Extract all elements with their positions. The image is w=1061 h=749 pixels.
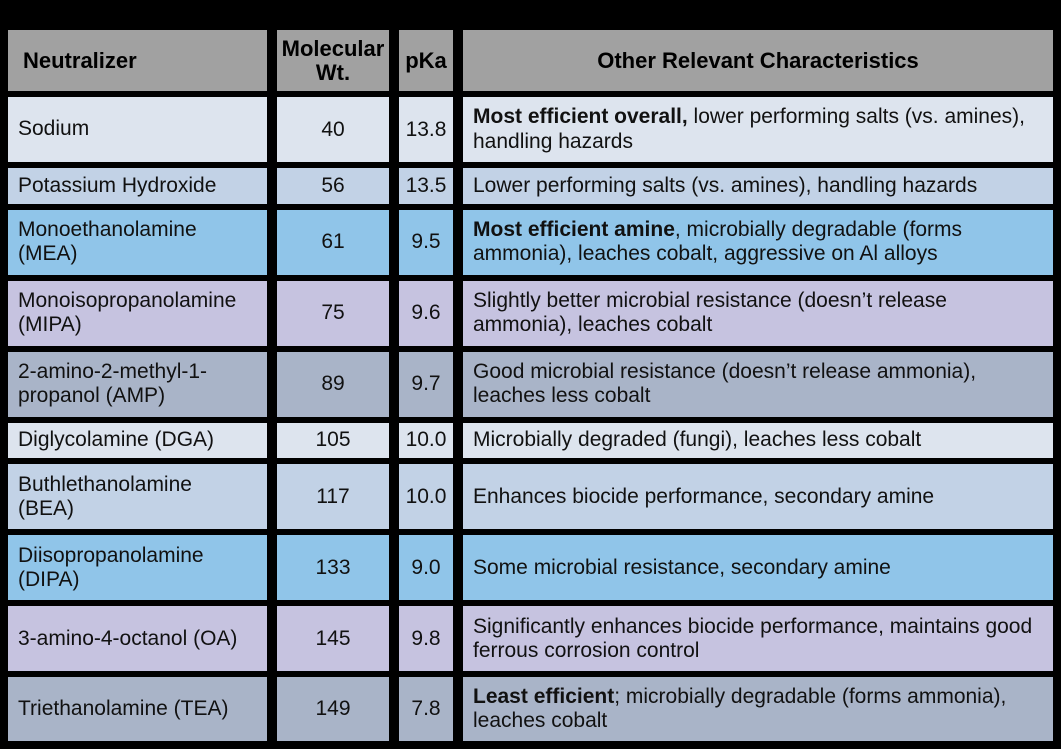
table-row: Monoisopropanolamine (MIPA) 75 9.6 Sligh… [8, 280, 1053, 352]
molecular-wt-cell: 117 [277, 464, 399, 536]
table-body: Sodium 40 13.8 Most efficient overall, l… [8, 97, 1053, 741]
molecular-wt-cell: 56 [277, 168, 399, 210]
table-row: Buthlethanolamine (BEA) 117 10.0 Enhance… [8, 464, 1053, 536]
characteristics-text: Some microbial resistance, secondary ami… [473, 555, 891, 579]
header-characteristics: Other Relevant Characteristics [463, 30, 1053, 97]
table-row: 3-amino-4-octanol (OA) 145 9.8 Significa… [8, 606, 1053, 678]
pka-cell: 9.5 [399, 209, 463, 281]
neutralizer-cell: Sodium [8, 97, 277, 168]
characteristics-text: Significantly enhances biocide performan… [473, 614, 1033, 662]
pka-cell: 9.8 [399, 606, 463, 678]
molecular-wt-cell: 145 [277, 606, 399, 678]
neutralizer-cell: Triethanolamine (TEA) [8, 677, 277, 741]
characteristics-text: Slightly better microbial resistance (do… [473, 288, 947, 337]
header-neutralizer: Neutralizer [8, 30, 277, 97]
molecular-wt-cell: 133 [277, 535, 399, 607]
neutralizer-cell: 3-amino-4-octanol (OA) [8, 606, 277, 678]
header-row: Neutralizer Molecular Wt. pKa Other Rele… [8, 30, 1053, 97]
pka-cell: 9.7 [399, 351, 463, 423]
characteristics-cell: Slightly better microbial resistance (do… [463, 280, 1053, 352]
neutralizer-cell: Potassium Hydroxide [8, 168, 277, 210]
molecular-wt-cell: 89 [277, 351, 399, 423]
pka-cell: 7.8 [399, 677, 463, 741]
pka-cell: 13.8 [399, 97, 463, 168]
pka-cell: 10.0 [399, 422, 463, 465]
characteristics-cell: Enhances biocide performance, secondary … [463, 464, 1053, 536]
molecular-wt-cell: 149 [277, 677, 399, 741]
pka-cell: 9.0 [399, 535, 463, 607]
table-row: 2-amino-2-methyl-1-propanol (AMP) 89 9.7… [8, 351, 1053, 423]
neutralizer-cell: Buthlethanolamine (BEA) [8, 464, 277, 536]
characteristics-cell: Some microbial resistance, secondary ami… [463, 535, 1053, 607]
table-row: Sodium 40 13.8 Most efficient overall, l… [8, 97, 1053, 168]
characteristics-bold-text: Least efficient [473, 684, 615, 708]
header-molecular-wt: Molecular Wt. [277, 30, 399, 97]
characteristics-cell: Good microbial resistance (doesn’t relea… [463, 351, 1053, 423]
molecular-wt-cell: 75 [277, 280, 399, 352]
characteristics-text: Good microbial resistance (doesn’t relea… [473, 359, 977, 408]
characteristics-text: , microbially degradable (forms ammonia)… [473, 217, 962, 266]
characteristics-bold-text: Most efficient overall, [473, 105, 688, 129]
characteristics-cell: Lower performing salts (vs. amines), han… [463, 168, 1053, 210]
characteristics-text: Microbially degraded (fungi), leaches le… [473, 428, 922, 452]
characteristics-cell: Most efficient overall, lower performing… [463, 97, 1053, 168]
characteristics-text: ; microbially degradable (forms ammonia)… [473, 684, 1007, 733]
characteristics-text: lower performing salts (vs. amines), han… [473, 105, 1025, 153]
characteristics-cell: Microbially degraded (fungi), leaches le… [463, 422, 1053, 465]
header-pka: pKa [399, 30, 463, 97]
characteristics-bold-text: Most efficient amine [473, 217, 675, 241]
pka-cell: 13.5 [399, 168, 463, 210]
neutralizer-cell: Diisopropanolamine (DIPA) [8, 535, 277, 607]
table-row: Triethanolamine (TEA) 149 7.8 Least effi… [8, 677, 1053, 741]
molecular-wt-cell: 40 [277, 97, 399, 168]
molecular-wt-cell: 61 [277, 209, 399, 281]
table-row: Diglycolamine (DGA) 105 10.0 Microbially… [8, 422, 1053, 465]
characteristics-text: Enhances biocide performance, secondary … [473, 484, 935, 508]
neutralizer-cell: 2-amino-2-methyl-1-propanol (AMP) [8, 351, 277, 423]
characteristics-text: Lower performing salts (vs. amines), han… [473, 173, 978, 197]
characteristics-cell: Significantly enhances biocide performan… [463, 606, 1053, 678]
neutralizer-cell: Monoethanolamine (MEA) [8, 209, 277, 281]
table-row: Potassium Hydroxide 56 13.5 Lower perfor… [8, 168, 1053, 210]
neutralizer-table: Neutralizer Molecular Wt. pKa Other Rele… [8, 30, 1053, 741]
neutralizer-cell: Diglycolamine (DGA) [8, 422, 277, 465]
table-row: Diisopropanolamine (DIPA) 133 9.0 Some m… [8, 535, 1053, 607]
pka-cell: 9.6 [399, 280, 463, 352]
characteristics-cell: Least efficient; microbially degradable … [463, 677, 1053, 741]
neutralizer-cell: Monoisopropanolamine (MIPA) [8, 280, 277, 352]
pka-cell: 10.0 [399, 464, 463, 536]
table-row: Monoethanolamine (MEA) 61 9.5 Most effic… [8, 209, 1053, 281]
molecular-wt-cell: 105 [277, 422, 399, 465]
characteristics-cell: Most efficient amine, microbially degrad… [463, 209, 1053, 281]
